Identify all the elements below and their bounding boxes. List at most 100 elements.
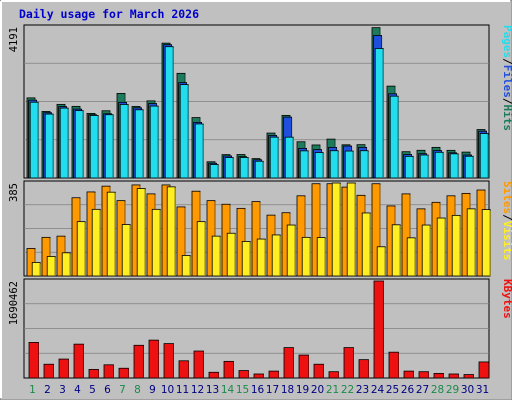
- day-label-13: 13: [206, 384, 219, 396]
- bar-pages-day-6: [104, 114, 114, 179]
- bar-sites-day-17: [271, 234, 281, 277]
- bar-kbytes-day-16: [253, 373, 264, 379]
- bar-pages-day-12: [194, 123, 204, 179]
- bar-kbytes-day-9: [148, 339, 159, 379]
- bar-kbytes-day-2: [43, 363, 54, 379]
- day-label-26: 26: [401, 384, 415, 396]
- day-label-19: 19: [296, 384, 309, 396]
- legend-entry: /: [501, 98, 512, 105]
- bar-sites-day-15: [241, 241, 251, 277]
- bar-kbytes-day-8: [133, 344, 144, 379]
- bar-kbytes-day-21: [328, 371, 339, 379]
- bar-sites-day-14: [226, 232, 236, 277]
- bar-pages-day-27: [419, 154, 429, 179]
- legend-entry: Visits: [501, 221, 512, 261]
- bar-pages-day-2: [44, 113, 54, 179]
- bar-kbytes-day-3: [58, 358, 69, 379]
- bar-kbytes-day-15: [238, 370, 249, 379]
- legend-entry: Sites: [501, 181, 512, 214]
- day-label-18: 18: [281, 384, 294, 396]
- bar-sites-day-31: [481, 209, 491, 277]
- bar-sites-day-23: [361, 212, 371, 277]
- bar-pages-day-3: [59, 107, 69, 179]
- bar-pages-day-19: [299, 150, 309, 179]
- day-label-8: 8: [134, 384, 141, 396]
- bar-sites-day-11: [181, 255, 191, 277]
- bar-pages-day-14: [224, 157, 234, 179]
- day-label-17: 17: [266, 384, 279, 396]
- bar-sites-day-20: [316, 237, 326, 277]
- bar-kbytes-day-25: [388, 351, 399, 379]
- bar-kbytes-day-14: [223, 360, 234, 379]
- day-label-14: 14: [221, 384, 235, 396]
- day-label-23: 23: [356, 384, 369, 396]
- bar-kbytes-day-30: [463, 374, 474, 379]
- day-label-24: 24: [371, 384, 385, 396]
- bar-pages-day-4: [74, 110, 84, 179]
- day-label-9: 9: [149, 384, 156, 396]
- day-label-2: 2: [44, 384, 51, 396]
- day-label-5: 5: [89, 384, 96, 396]
- bar-pages-day-28: [434, 151, 444, 179]
- bar-pages-day-31: [479, 133, 489, 179]
- bar-pages-day-1: [29, 101, 39, 179]
- bar-kbytes-day-13: [208, 371, 219, 379]
- legend-entry: Pages: [501, 25, 512, 58]
- bar-kbytes-day-17: [268, 370, 279, 379]
- bar-kbytes-day-1: [28, 342, 39, 379]
- bar-pages-day-30: [464, 155, 474, 179]
- day-label-22: 22: [341, 384, 354, 396]
- bar-pages-day-15: [239, 157, 249, 179]
- bar-kbytes-day-12: [193, 350, 204, 379]
- day-label-6: 6: [104, 384, 111, 396]
- bar-pages-day-13: [209, 164, 219, 179]
- bar-pages-day-5: [89, 115, 99, 179]
- bar-kbytes-day-19: [298, 354, 309, 379]
- day-label-10: 10: [161, 384, 174, 396]
- bar-pages-day-23: [359, 150, 369, 179]
- bar-pages-day-16: [254, 160, 264, 179]
- chart-title: Daily usage for March 2026: [19, 7, 199, 21]
- bar-sites-day-16: [256, 238, 266, 277]
- bar-sites-day-24: [376, 246, 386, 277]
- bar-sites-day-30: [466, 208, 476, 277]
- legend-visits-sites: Sites/Visits: [501, 181, 512, 261]
- day-label-16: 16: [251, 384, 265, 396]
- bar-pages-day-22: [344, 150, 354, 179]
- bar-pages-day-21: [329, 150, 339, 179]
- day-label-25: 25: [386, 384, 399, 396]
- day-label-11: 11: [176, 384, 189, 396]
- legend-entry: Hits: [501, 105, 512, 132]
- bar-pages-day-20: [314, 152, 324, 179]
- bar-kbytes-day-18: [283, 347, 294, 379]
- day-label-1: 1: [29, 384, 36, 396]
- bar-pages-day-17: [269, 136, 279, 179]
- bar-kbytes-day-4: [73, 343, 84, 379]
- bar-sites-day-5: [91, 208, 101, 277]
- bar-pages-day-9: [149, 105, 159, 179]
- day-label-29: 29: [446, 384, 459, 396]
- bar-kbytes-day-27: [418, 371, 429, 379]
- bar-sites-day-13: [211, 235, 221, 277]
- bar-sites-day-3: [61, 252, 71, 277]
- bar-pages-day-24: [374, 48, 384, 179]
- day-label-15: 15: [236, 384, 249, 396]
- bar-sites-day-10: [166, 186, 176, 277]
- day-label-12: 12: [191, 384, 204, 396]
- bar-pages-day-26: [404, 155, 414, 179]
- chart-panels: 4191Pages/Files/Hits385Sites/Visits16904…: [8, 24, 512, 396]
- legend-entry: KBytes: [501, 279, 512, 319]
- bar-kbytes-day-20: [313, 363, 324, 379]
- bar-sites-day-4: [76, 221, 86, 277]
- ymax-label-hits-files-pages: 4191: [8, 27, 20, 52]
- bar-kbytes-day-26: [403, 370, 414, 379]
- legend-entry: /: [501, 214, 512, 221]
- bar-kbytes-day-10: [163, 343, 174, 379]
- bar-sites-day-6: [106, 191, 116, 277]
- legend-kbytes: KBytes: [501, 279, 512, 319]
- bar-kbytes-day-29: [448, 373, 459, 379]
- bar-sites-day-1: [31, 262, 41, 277]
- bar-kbytes-day-31: [478, 361, 489, 379]
- day-label-28: 28: [431, 384, 444, 396]
